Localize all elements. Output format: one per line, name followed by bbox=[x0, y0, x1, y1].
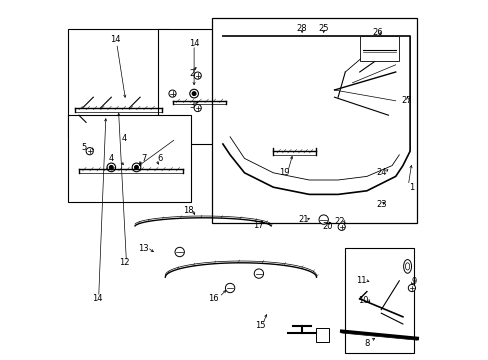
Circle shape bbox=[225, 283, 234, 293]
Circle shape bbox=[254, 269, 263, 278]
Text: 6: 6 bbox=[157, 154, 162, 163]
Text: 22: 22 bbox=[334, 217, 345, 226]
Text: 25: 25 bbox=[318, 24, 328, 33]
Ellipse shape bbox=[405, 263, 409, 270]
FancyBboxPatch shape bbox=[345, 248, 413, 353]
Circle shape bbox=[175, 247, 184, 257]
Circle shape bbox=[194, 104, 201, 112]
Circle shape bbox=[318, 215, 328, 224]
Text: 14: 14 bbox=[109, 35, 120, 44]
Text: 26: 26 bbox=[372, 28, 382, 37]
Text: 10: 10 bbox=[357, 296, 368, 305]
Text: 3: 3 bbox=[189, 102, 195, 111]
Circle shape bbox=[337, 223, 345, 230]
Text: 11: 11 bbox=[356, 276, 366, 285]
FancyBboxPatch shape bbox=[68, 29, 168, 137]
Text: 21: 21 bbox=[298, 215, 308, 224]
Text: 19: 19 bbox=[278, 168, 289, 177]
Text: 17: 17 bbox=[253, 220, 264, 230]
Circle shape bbox=[194, 72, 201, 79]
Text: 24: 24 bbox=[375, 168, 386, 177]
Text: 16: 16 bbox=[208, 294, 219, 303]
Ellipse shape bbox=[403, 260, 411, 273]
Text: 4: 4 bbox=[121, 134, 126, 143]
Circle shape bbox=[192, 92, 196, 95]
Text: 20: 20 bbox=[322, 222, 332, 231]
Text: 12: 12 bbox=[119, 258, 129, 267]
Text: 7: 7 bbox=[141, 154, 146, 163]
Text: 14: 14 bbox=[188, 39, 199, 48]
Text: 2: 2 bbox=[189, 69, 195, 78]
Circle shape bbox=[109, 166, 113, 169]
Text: 5: 5 bbox=[81, 143, 87, 152]
Text: 18: 18 bbox=[183, 206, 194, 215]
Text: 23: 23 bbox=[375, 200, 386, 209]
Text: 15: 15 bbox=[255, 321, 265, 330]
FancyBboxPatch shape bbox=[158, 29, 237, 144]
FancyBboxPatch shape bbox=[212, 18, 416, 223]
FancyBboxPatch shape bbox=[316, 328, 328, 342]
Text: 14: 14 bbox=[91, 294, 102, 303]
Text: 28: 28 bbox=[296, 24, 307, 33]
Text: 8: 8 bbox=[364, 339, 369, 348]
Text: 13: 13 bbox=[138, 244, 149, 253]
Circle shape bbox=[168, 90, 176, 97]
Text: 9: 9 bbox=[410, 277, 415, 286]
Text: 27: 27 bbox=[400, 96, 411, 105]
FancyBboxPatch shape bbox=[359, 36, 399, 61]
Circle shape bbox=[134, 166, 138, 169]
Circle shape bbox=[86, 148, 93, 155]
Circle shape bbox=[407, 284, 415, 292]
Text: 4: 4 bbox=[108, 154, 114, 163]
Text: 1: 1 bbox=[408, 183, 414, 192]
FancyBboxPatch shape bbox=[68, 115, 190, 202]
